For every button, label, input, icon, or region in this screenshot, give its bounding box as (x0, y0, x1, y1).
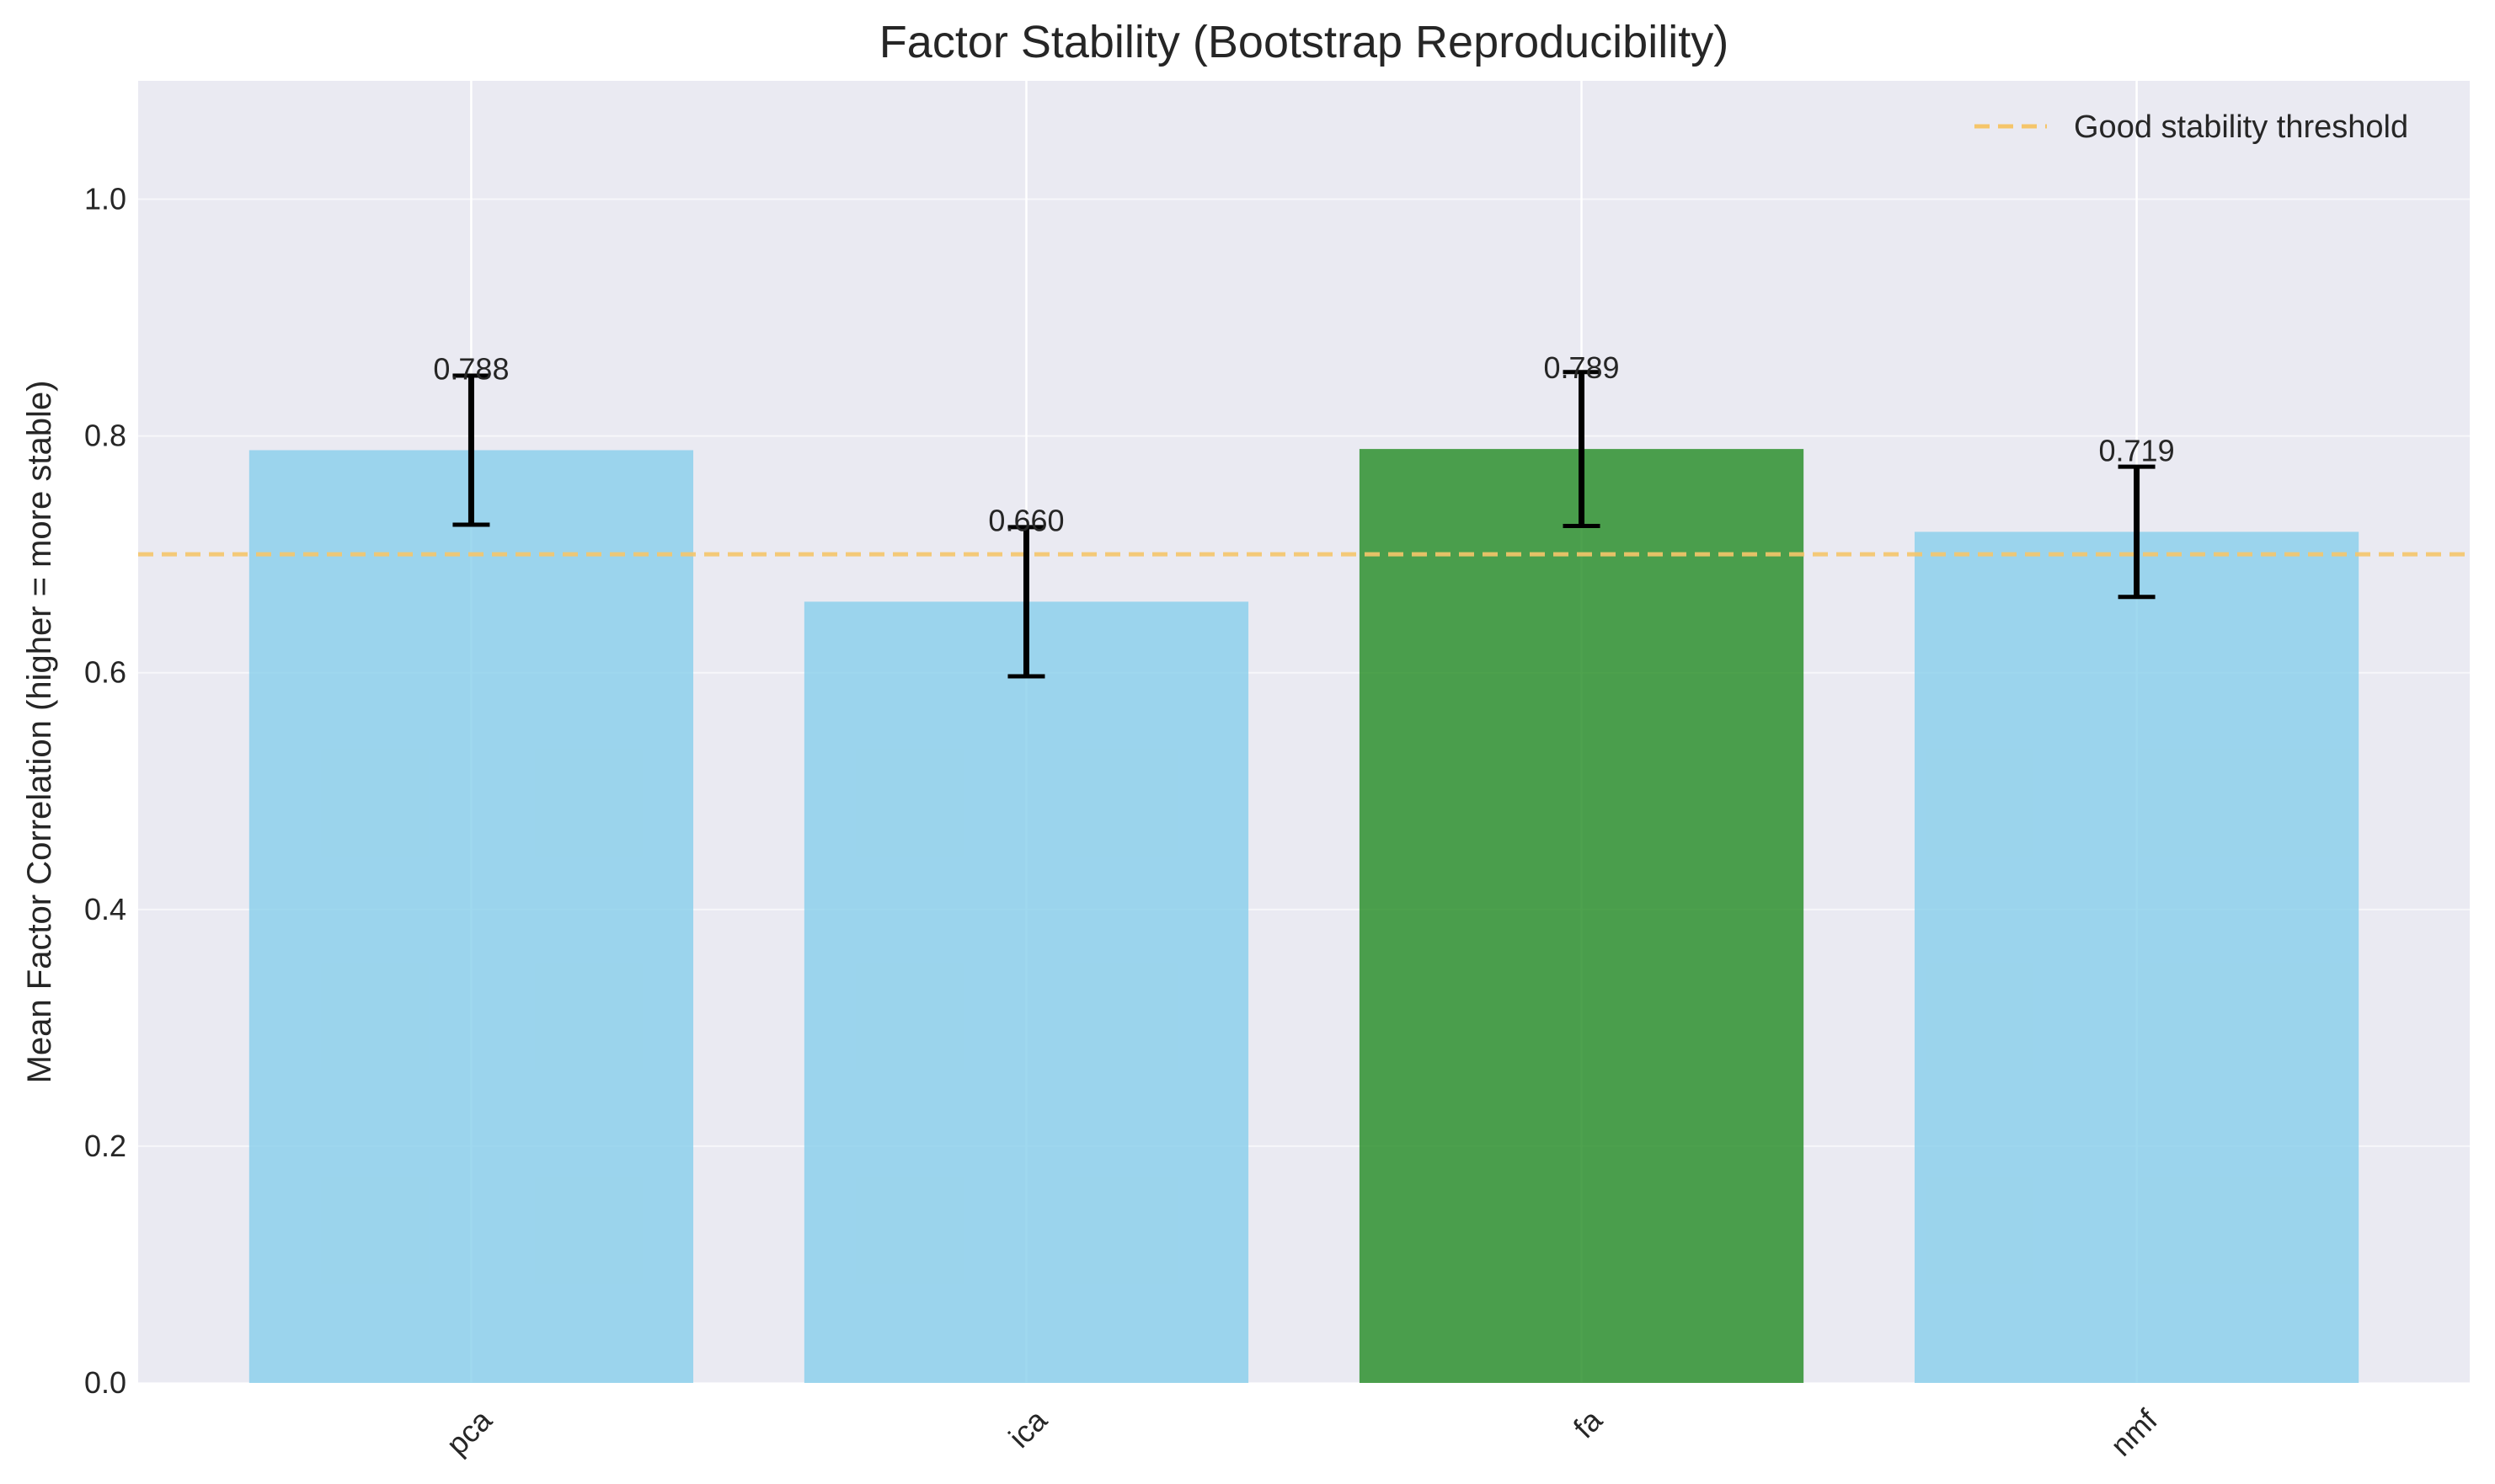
error-bar-ica (1007, 525, 1045, 679)
value-label-ica: 0.660 (988, 503, 1064, 537)
x-tick-label-pca: pca (440, 1402, 500, 1462)
value-label-nmf: 0.719 (2099, 433, 2175, 467)
bars (248, 449, 2359, 1383)
y-tick-label: 1.0 (84, 182, 126, 216)
legend-threshold-label: Good stability threshold (2074, 109, 2408, 145)
y-tick-labels: 0.0 0.2 0.4 0.6 0.8 1.0 (84, 182, 126, 1400)
x-tick-label-nmf: nmf (2103, 1402, 2164, 1463)
y-axis-label: Mean Factor Correlation (higher = more s… (21, 381, 58, 1084)
value-label-pca: 0.788 (433, 352, 509, 387)
chart-title: Factor Stability (Bootstrap Reproducibil… (879, 17, 1728, 67)
x-tick-label-fa: fa (1567, 1402, 1610, 1445)
y-tick-label: 0.6 (84, 655, 126, 690)
bar-pca (248, 450, 694, 1383)
y-tick-label: 0.2 (84, 1129, 126, 1163)
value-label-fa: 0.789 (1543, 350, 1619, 385)
error-bar-fa (1563, 370, 1600, 528)
x-tick-label-ica: ica (1002, 1402, 1054, 1455)
y-tick-label: 0.8 (84, 419, 126, 453)
y-tick-label: 0.0 (84, 1365, 126, 1400)
error-bar-nmf (2118, 464, 2156, 600)
bar-ica (804, 601, 1249, 1383)
y-tick-label: 0.4 (84, 892, 126, 926)
error-bar-pca (452, 373, 490, 527)
bar-nmf (1914, 531, 2359, 1383)
value-labels: 0.788 0.660 0.789 0.719 (433, 350, 2174, 537)
bar-fa (1359, 449, 1804, 1383)
legend: Good stability threshold (1974, 109, 2408, 145)
error-bars (452, 370, 2156, 679)
x-tick-labels: pca ica fa nmf (440, 1402, 2165, 1463)
